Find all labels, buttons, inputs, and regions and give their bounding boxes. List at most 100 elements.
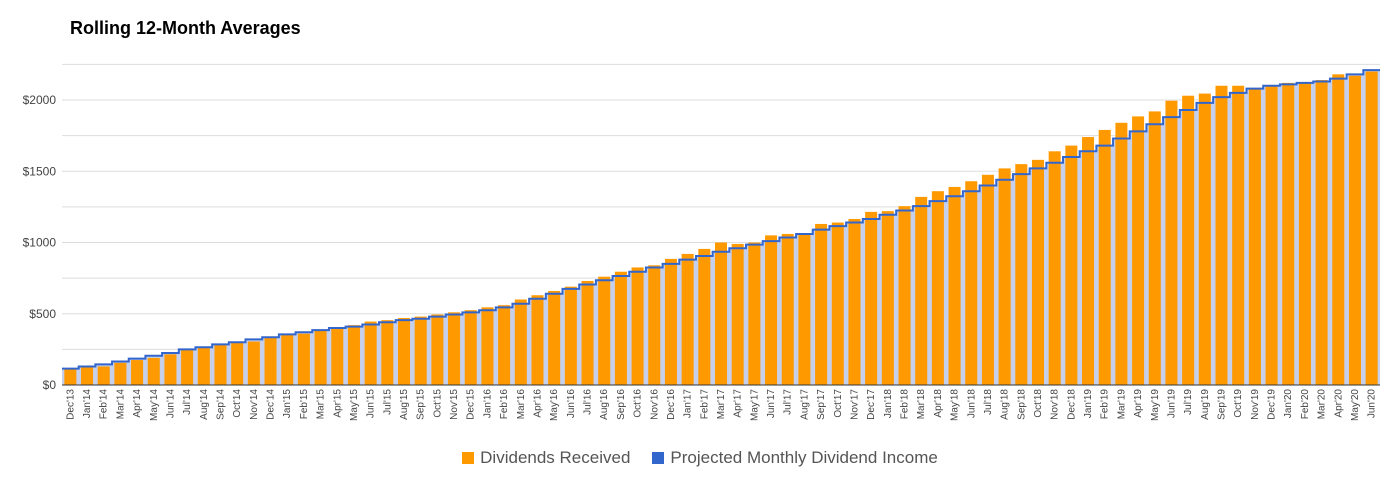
x-tick-label: Nov'19	[1250, 389, 1261, 420]
dividend-bar[interactable]	[1198, 93, 1211, 386]
dividend-bar[interactable]	[147, 357, 160, 385]
dividend-bar[interactable]	[881, 211, 894, 385]
dividend-bar[interactable]	[1065, 145, 1078, 385]
dividend-bar[interactable]	[915, 196, 928, 385]
x-tick-label: Feb'14	[99, 389, 110, 420]
dividend-bar[interactable]	[1348, 75, 1361, 386]
dividend-bar[interactable]	[1315, 80, 1328, 386]
dividend-bar[interactable]	[1215, 85, 1228, 385]
dividend-bar[interactable]	[1031, 159, 1044, 385]
x-tick-label: Oct'15	[432, 389, 443, 418]
dividend-bar[interactable]	[514, 299, 527, 386]
dividend-bar[interactable]	[364, 321, 377, 385]
dividend-bar[interactable]	[1048, 151, 1061, 385]
dividend-bar[interactable]	[781, 233, 794, 385]
dividend-bar[interactable]	[398, 318, 411, 385]
x-tick-label: Jan'14	[82, 389, 93, 419]
dividend-bar[interactable]	[1015, 164, 1028, 385]
dividend-bar[interactable]	[965, 181, 978, 385]
dividend-bar[interactable]	[314, 330, 327, 385]
dividend-bar[interactable]	[998, 168, 1011, 385]
dividend-bar[interactable]	[765, 235, 778, 385]
x-tick-label: Jul'16	[583, 389, 594, 415]
x-tick-label: Dec'17	[866, 389, 877, 420]
dividend-bar[interactable]	[948, 186, 961, 385]
legend-item-dividends-received[interactable]: Dividends Received	[462, 448, 630, 468]
dividend-bar[interactable]	[898, 206, 911, 385]
dividend-bar[interactable]	[347, 325, 360, 385]
dividend-bar[interactable]	[114, 362, 127, 385]
dividend-bar[interactable]	[564, 286, 577, 385]
dividend-bar[interactable]	[81, 367, 94, 385]
x-tick-label: Nov'15	[449, 389, 460, 420]
dividend-bar[interactable]	[681, 253, 694, 385]
dividend-bar[interactable]	[64, 368, 77, 385]
dividend-bar[interactable]	[1082, 137, 1095, 385]
dividend-bar[interactable]	[981, 174, 994, 385]
dividend-bar[interactable]	[331, 327, 344, 385]
dividend-bar[interactable]	[264, 337, 277, 385]
dividend-bar[interactable]	[548, 290, 561, 385]
dividend-bar[interactable]	[164, 354, 177, 385]
x-tick-label: Jun'19	[1166, 389, 1177, 419]
dividend-bar[interactable]	[281, 334, 294, 385]
dividend-bar[interactable]	[598, 276, 611, 385]
dividend-bar[interactable]	[831, 222, 844, 385]
dividend-bar[interactable]	[815, 223, 828, 385]
dividend-bar[interactable]	[1265, 86, 1278, 386]
dividend-bar[interactable]	[448, 312, 461, 385]
dividend-bar[interactable]	[131, 360, 144, 385]
dividend-bar[interactable]	[581, 280, 594, 385]
dividend-bar[interactable]	[498, 305, 511, 385]
dividend-bar[interactable]	[214, 344, 227, 385]
dividend-bar[interactable]	[197, 347, 210, 385]
x-tick-label: Jan'18	[883, 389, 894, 419]
dividend-bar[interactable]	[848, 218, 861, 385]
dividend-bar[interactable]	[1098, 129, 1111, 385]
dividend-bar[interactable]	[798, 233, 811, 385]
dividend-bar[interactable]	[931, 191, 944, 385]
x-tick-label: Apr'16	[532, 389, 543, 418]
dividend-bar[interactable]	[1132, 116, 1145, 385]
dividend-bar[interactable]	[481, 307, 494, 385]
dividend-bar[interactable]	[247, 341, 260, 385]
x-tick-label: Nov'18	[1050, 389, 1061, 420]
x-tick-label: Jul'18	[983, 389, 994, 415]
dividend-bar[interactable]	[1248, 87, 1261, 385]
dividend-bar[interactable]	[297, 333, 310, 385]
x-tick-label: Mar'14	[115, 389, 126, 420]
dividend-bar[interactable]	[414, 316, 427, 385]
dividend-bar[interactable]	[648, 265, 661, 385]
dividend-bar[interactable]	[381, 320, 394, 385]
x-tick-label: Apr'15	[332, 389, 343, 418]
dividend-bar[interactable]	[1148, 111, 1161, 386]
dividend-bar[interactable]	[1332, 74, 1345, 385]
dividend-bar[interactable]	[231, 342, 244, 385]
x-tick-label: Mar'15	[316, 389, 327, 420]
dividend-bar[interactable]	[664, 258, 677, 385]
legend-item-projected-income[interactable]: Projected Monthly Dividend Income	[652, 448, 938, 468]
projected-income-step-line[interactable]	[62, 69, 1380, 370]
dividend-bar[interactable]	[1298, 82, 1311, 386]
dividend-bar[interactable]	[431, 314, 444, 385]
x-tick-label: Apr'17	[733, 389, 744, 418]
dividend-bar[interactable]	[531, 295, 544, 385]
dividend-bar[interactable]	[181, 350, 194, 385]
y-tick-label: $1500	[23, 164, 57, 178]
dividend-bar[interactable]	[731, 243, 744, 385]
dividend-bar[interactable]	[748, 242, 761, 386]
dividend-bar[interactable]	[1232, 85, 1245, 385]
dividend-bar[interactable]	[1282, 82, 1295, 386]
dividend-bar[interactable]	[464, 310, 477, 385]
dividend-bar[interactable]	[631, 267, 644, 385]
dividend-bar[interactable]	[714, 242, 728, 386]
dividend-bar[interactable]	[1165, 100, 1178, 386]
dividend-bar[interactable]	[698, 248, 711, 385]
dividend-bar[interactable]	[865, 211, 878, 385]
x-tick-label: Sep'15	[416, 389, 427, 420]
dividend-bar[interactable]	[1115, 122, 1128, 386]
dividend-bar[interactable]	[1365, 71, 1378, 386]
dividend-bar[interactable]	[614, 271, 627, 385]
dividend-bar[interactable]	[97, 366, 110, 385]
dividend-bar[interactable]	[1182, 95, 1195, 385]
